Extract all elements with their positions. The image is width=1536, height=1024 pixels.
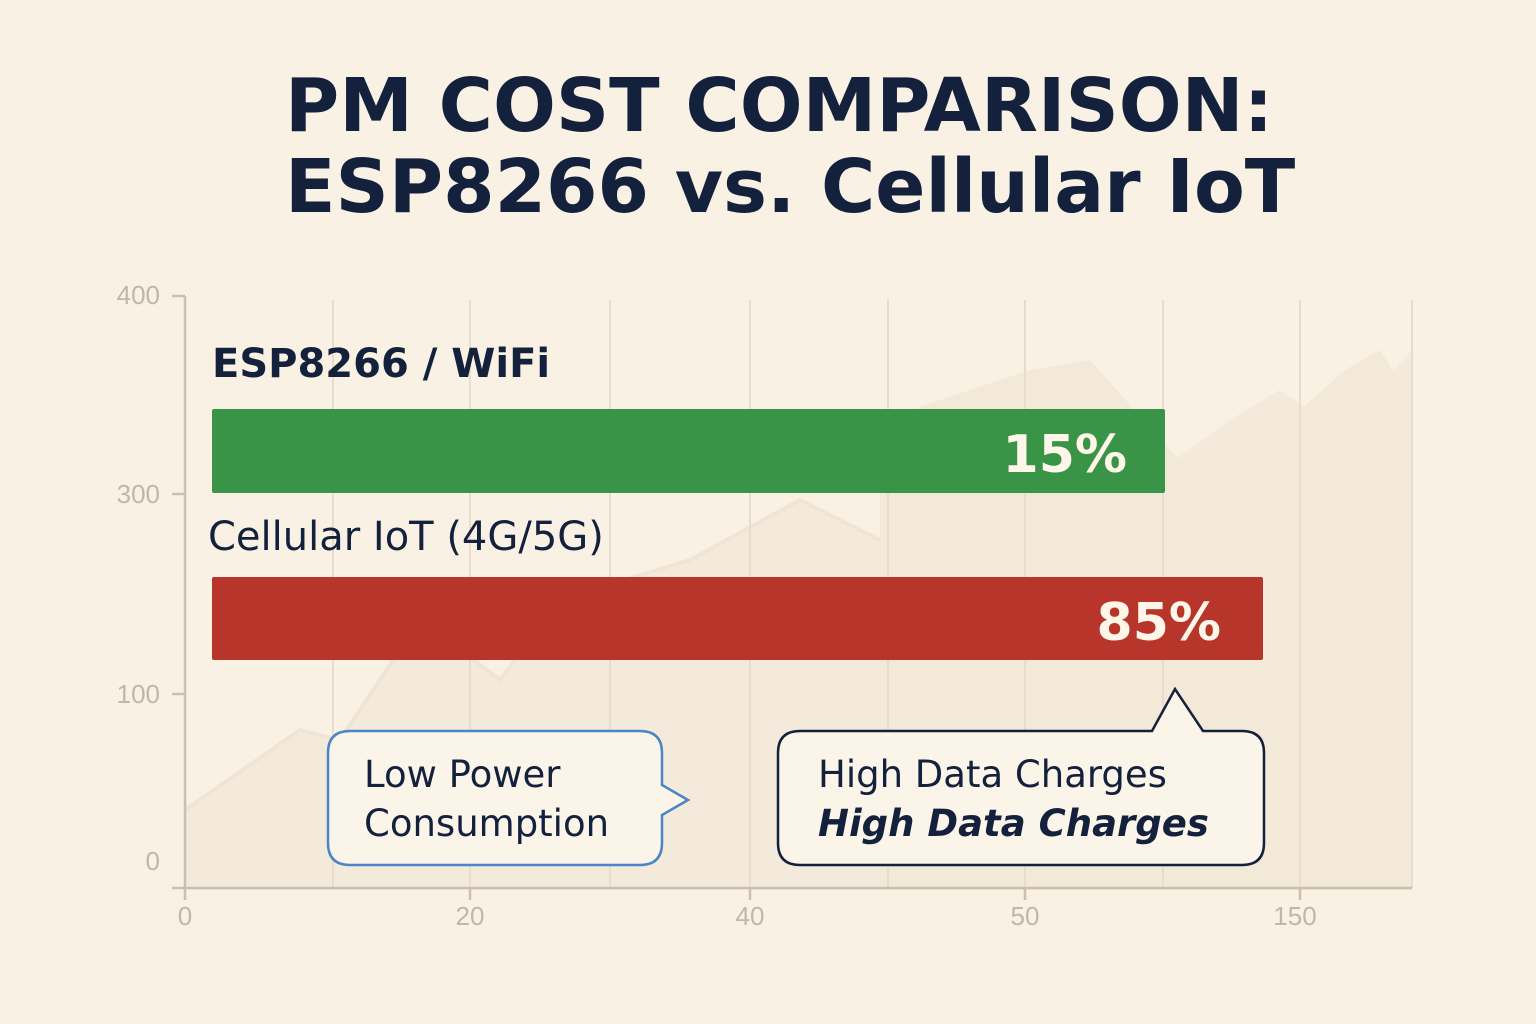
y-tick-label: 300 [117, 479, 160, 509]
callout-text-line-1: High Data Charges [818, 753, 1167, 796]
bar-value-label-cellular: 85% [1097, 593, 1221, 653]
bar-esp8266 [212, 409, 1165, 493]
chart-title-line-1: PM COST COMPARISON: [285, 63, 1273, 149]
callout-text-line-1: Low Power [364, 753, 561, 796]
callout-high-data-charges: High Data Charges High Data Charges [776, 686, 1266, 867]
x-tick-label: 20 [456, 901, 485, 931]
x-tick-label: 0 [178, 901, 192, 931]
callout-bubble [326, 729, 691, 867]
x-tick-label: 150 [1273, 901, 1316, 931]
x-tick-label: 40 [736, 901, 765, 931]
y-tick-label: 100 [117, 679, 160, 709]
bar-value-label-esp8266: 15% [1003, 425, 1127, 485]
chart-title-line-2: ESP8266 vs. Cellular IoT [285, 144, 1296, 230]
callout-text-line-2: High Data Charges [818, 802, 1209, 845]
bar-cellular [212, 577, 1263, 660]
callout-text-line-2: Consumption [364, 802, 609, 845]
callout-low-power: Low Power Consumption [326, 729, 691, 867]
y-tick-label: 0 [146, 846, 160, 876]
axes [172, 294, 1412, 900]
callout-bubble [776, 686, 1266, 867]
bar-label-esp8266: ESP8266 / WiFi [212, 341, 550, 387]
x-tick-label: 50 [1011, 901, 1040, 931]
y-tick-label: 400 [117, 280, 160, 310]
bar-label-cellular: Cellular IoT (4G/5G) [208, 514, 604, 560]
